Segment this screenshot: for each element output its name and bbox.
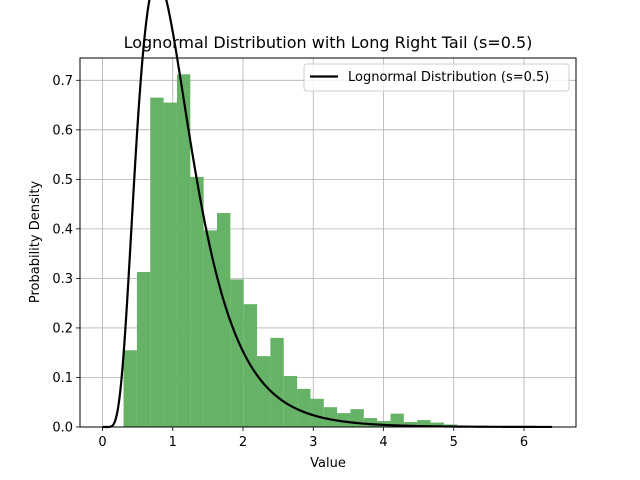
x-tick-label: 1 (169, 435, 177, 450)
histogram-bar (430, 422, 444, 427)
histogram-bar (176, 74, 191, 427)
x-tick-label: 6 (520, 435, 528, 450)
histogram-bar (230, 279, 244, 427)
y-tick-label: 0.5 (52, 173, 73, 188)
histogram-bar (136, 271, 151, 427)
chart-title: Lognormal Distribution with Long Right T… (124, 33, 533, 52)
histogram-bar (270, 337, 284, 427)
legend-box (303, 63, 570, 92)
y-tick-label: 0.2 (52, 321, 73, 336)
histogram-bar (283, 375, 298, 427)
x-tick-label: 4 (379, 435, 387, 450)
histogram-bar (257, 356, 271, 427)
x-tick-label: 2 (239, 435, 247, 450)
histogram-bar (297, 388, 311, 427)
histogram-bar (123, 350, 137, 427)
histogram-bar (363, 418, 378, 427)
y-tick-label: 0.6 (52, 123, 73, 138)
y-tick-label: 0.4 (52, 222, 73, 237)
x-tick-label: 5 (450, 435, 458, 450)
histogram-bar (323, 407, 338, 427)
histogram-bar (417, 420, 431, 427)
histogram-bar (203, 230, 217, 427)
x-axis-label: Value (310, 456, 346, 471)
legend: Lognormal Distribution (s=0.5) (303, 63, 570, 92)
legend-entry-label: Lognormal Distribution (s=0.5) (348, 70, 549, 85)
y-axis-label: Probability Density (28, 181, 43, 304)
x-tick-label: 0 (98, 435, 106, 450)
y-axis-ticks: 0.0 0.1 0.2 0.3 0.4 0.5 0.6 0.7 (52, 74, 80, 436)
y-tick-label: 0.1 (52, 371, 73, 386)
y-tick-label: 0.3 (52, 272, 73, 287)
histogram-bar (310, 398, 324, 427)
histogram-bar (216, 213, 231, 427)
y-tick-label: 0.7 (52, 74, 73, 89)
histogram-bar (337, 413, 351, 427)
histogram-bar (403, 422, 418, 427)
histogram-bar (150, 97, 164, 428)
histogram-bar (390, 413, 404, 427)
y-tick-label: 0.0 (52, 421, 73, 436)
histogram-bar (163, 102, 177, 427)
x-axis-ticks: 0 1 2 3 4 5 6 (98, 427, 528, 450)
x-tick-label: 3 (309, 435, 317, 450)
histogram-bar (190, 176, 204, 427)
histogram-bars (123, 74, 484, 428)
plot-frame (79, 57, 577, 428)
